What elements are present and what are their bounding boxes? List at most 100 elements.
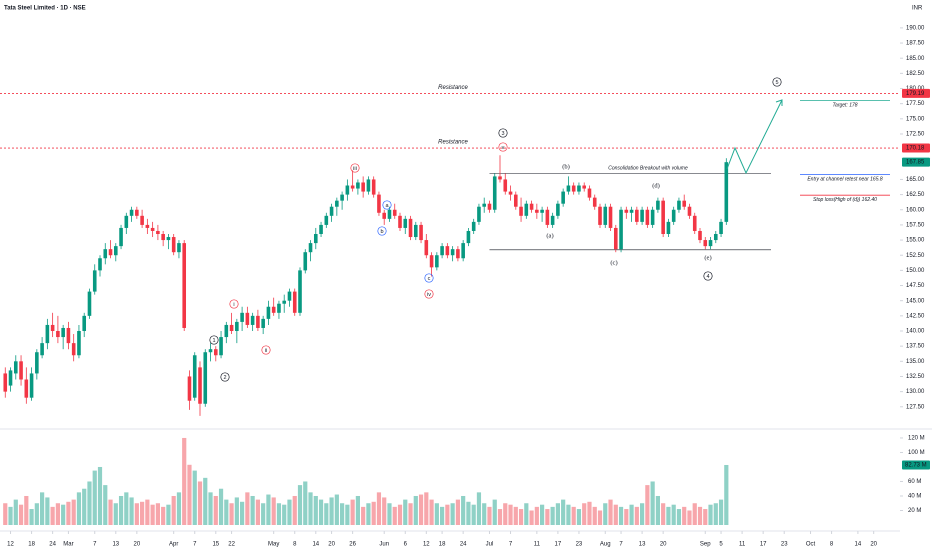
- volume-bar: [529, 510, 534, 525]
- volume-bar: [71, 499, 76, 525]
- volume-bar: [161, 506, 166, 525]
- candle-body: [445, 246, 450, 256]
- volume-bar: [513, 506, 518, 525]
- volume-bar: [282, 504, 287, 525]
- x-tick-label: 20: [870, 542, 877, 548]
- volume-bar: [87, 481, 92, 525]
- candle-body: [492, 176, 497, 210]
- candle-body: [503, 179, 508, 192]
- candle-body: [308, 243, 313, 253]
- candle-body: [703, 240, 708, 247]
- volume-bar: [113, 503, 118, 525]
- volume-tick-label: 40 M: [908, 494, 921, 500]
- y-tick-label: 187.50: [906, 41, 925, 47]
- candle-body: [303, 252, 308, 271]
- x-tick-label: 7: [619, 542, 623, 548]
- candle-body: [335, 200, 339, 207]
- x-tick-label: 11: [739, 542, 746, 548]
- candle-body: [108, 249, 113, 256]
- x-tick-label: 23: [781, 542, 788, 548]
- subwave-label-circle: [498, 142, 508, 152]
- corrective-label: (c): [610, 259, 617, 266]
- wave-label: 5: [775, 80, 778, 86]
- volume-bar: [150, 504, 155, 525]
- subwave-label: b: [380, 229, 383, 235]
- candle-body: [113, 246, 118, 256]
- price-badge-label: 179.19: [906, 91, 925, 97]
- y-tick-label: 165.00: [906, 177, 925, 183]
- x-tick-label: 14: [312, 542, 319, 548]
- y-tick-label: 150.00: [906, 268, 925, 274]
- volume-bar: [166, 504, 171, 525]
- volume-bar: [682, 506, 687, 525]
- volume-bar: [503, 503, 508, 525]
- candle-body: [403, 218, 408, 228]
- volume-bar: [292, 495, 297, 525]
- subwave-label-circle: [229, 299, 239, 309]
- candle-body: [682, 200, 687, 207]
- candle-body: [382, 212, 387, 219]
- currency: INR: [912, 6, 923, 12]
- volume-bar: [655, 495, 660, 525]
- volume-bar: [297, 485, 303, 525]
- volume-bar: [50, 506, 55, 525]
- candle-body: [603, 206, 608, 225]
- x-tick-label: Oct: [806, 542, 816, 548]
- stop-label: Stop loss(High of (d)) 162.40: [813, 197, 877, 203]
- resistance-label: Resistance: [438, 85, 468, 91]
- volume-bar: [229, 503, 234, 525]
- candle-body: [540, 209, 544, 213]
- candle-body: [629, 209, 634, 213]
- volume-bar: [587, 501, 592, 525]
- candle-body: [66, 327, 71, 344]
- volume-bar: [708, 504, 713, 525]
- volume-bar: [487, 506, 492, 525]
- volume-bar: [561, 499, 566, 525]
- candle-body: [456, 249, 460, 259]
- candle-body: [535, 209, 539, 213]
- y-tick-label: 190.00: [906, 25, 925, 31]
- candle-body: [87, 291, 92, 316]
- candle-body: [424, 240, 429, 256]
- volume-bar: [34, 503, 39, 525]
- y-tick-label: 135.00: [906, 359, 925, 365]
- candle-body: [82, 315, 87, 332]
- volume-bar: [429, 499, 434, 525]
- x-tick-label: 18: [439, 542, 446, 548]
- candle-body: [545, 209, 550, 225]
- volume-bar: [666, 506, 671, 525]
- x-tick-label: Apr: [169, 542, 178, 548]
- volume-bar: [366, 503, 371, 525]
- x-tick-label: 20: [328, 542, 335, 548]
- candle-body: [487, 203, 492, 210]
- volume-bar: [703, 509, 708, 525]
- volume-bar: [61, 504, 66, 525]
- candle-body: [124, 215, 129, 228]
- candle-body: [171, 237, 176, 253]
- volume-bar: [597, 510, 603, 525]
- candle-body: [566, 185, 571, 192]
- corrective-label: (a): [546, 232, 553, 239]
- x-tick-label: Aug: [600, 542, 611, 548]
- volume-bar: [471, 504, 476, 525]
- volume-tick-label: 100 M: [908, 450, 925, 456]
- volume-bar: [424, 492, 429, 525]
- candle-body: [35, 352, 39, 374]
- x-tick-label: 8: [293, 542, 297, 548]
- volume-bar: [197, 481, 203, 525]
- candle-body: [135, 209, 139, 216]
- candle-body: [219, 337, 223, 356]
- volume-bar: [350, 499, 355, 525]
- corrective-label: (e): [704, 254, 711, 261]
- volume-bar: [176, 492, 182, 525]
- candle-body: [213, 349, 218, 356]
- price-badge: [902, 143, 930, 153]
- volume-bar: [203, 477, 208, 525]
- candle-body: [287, 291, 292, 301]
- volume-bar: [545, 509, 550, 525]
- volume-bar: [18, 504, 24, 525]
- x-tick-label: 24: [49, 542, 56, 548]
- x-tick-label: 13: [112, 542, 119, 548]
- subwave-label-circle: [350, 163, 360, 173]
- candle-body: [508, 191, 513, 195]
